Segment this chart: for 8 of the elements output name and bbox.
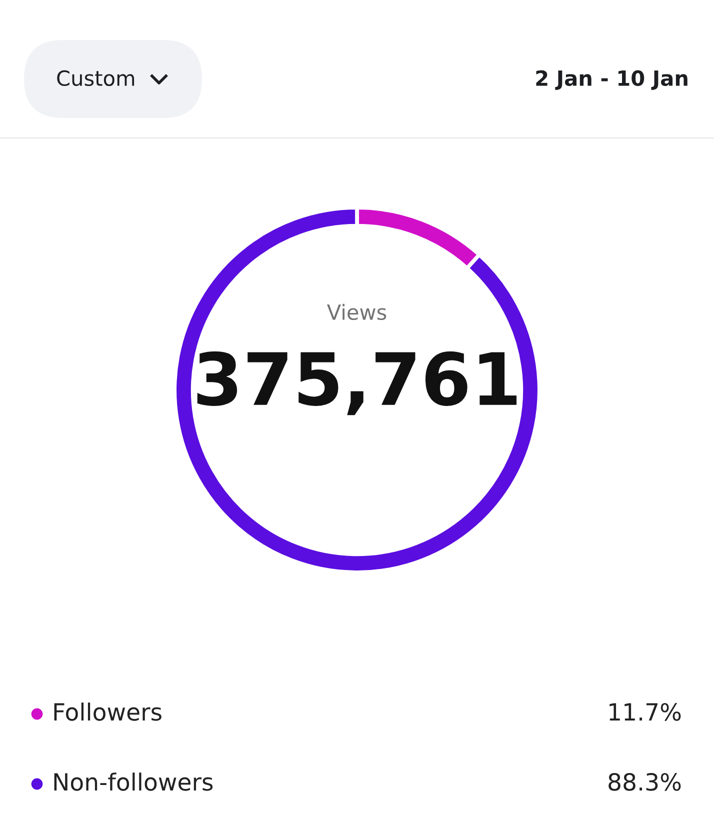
text: 375,761 (197, 351, 517, 416)
text: Views (327, 304, 386, 320)
legend-label: Non-followers (54, 772, 213, 791)
text: Custom (57, 70, 134, 86)
data-label: 88.3% (608, 772, 681, 791)
text: 2 Jan - 10 Jan (536, 70, 688, 90)
legend-label: Followers (54, 702, 162, 721)
data-label: 11.7% (610, 702, 681, 721)
